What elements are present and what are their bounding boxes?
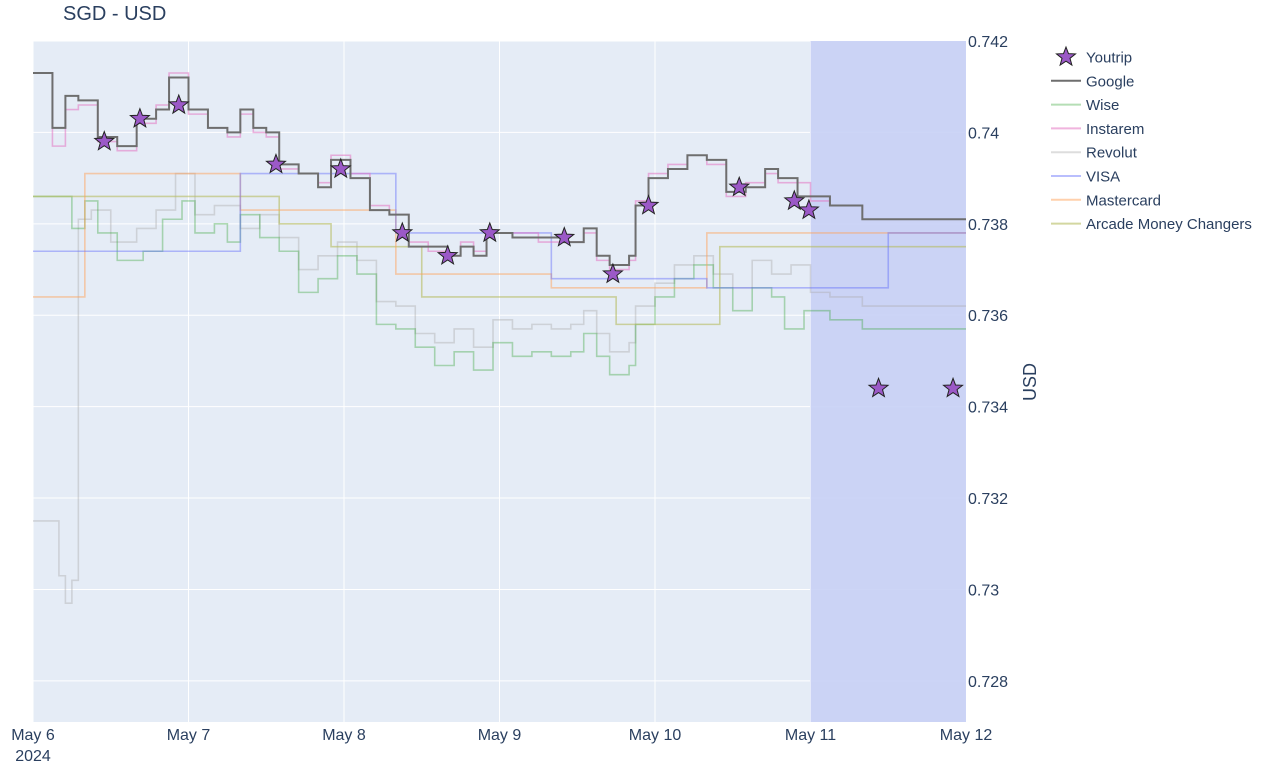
- x-tick-label: May 12: [940, 727, 993, 744]
- youtrip-star-marker: [783, 189, 806, 211]
- legend-item: Revolut: [1051, 145, 1138, 162]
- y-tick-label: 0.738: [968, 217, 1008, 234]
- youtrip-star-marker: [637, 194, 660, 215]
- youtrip-star-marker: [391, 221, 414, 243]
- series-line-revolut: [33, 172, 966, 604]
- legend-label: Youtrip: [1086, 50, 1132, 67]
- youtrip-star-marker: [329, 157, 352, 179]
- legend-label: Arcade Money Changers: [1086, 216, 1252, 233]
- y-tick-label: 0.742: [968, 34, 1008, 51]
- legend-item: Mastercard: [1051, 192, 1161, 209]
- legend-item: Youtrip: [1055, 45, 1132, 67]
- youtrip-star-marker: [93, 130, 116, 151]
- y-axis-label: USD: [1020, 363, 1040, 401]
- highlight-rect: [810, 41, 966, 722]
- x-tick-label: May 9: [478, 727, 522, 744]
- youtrip-star-marker: [798, 198, 820, 220]
- legend-item: Google: [1051, 73, 1134, 90]
- youtrip-star-marker: [942, 376, 964, 398]
- legend-label: Mastercard: [1086, 192, 1161, 209]
- series-line-wise: [33, 195, 966, 376]
- youtrip-star-marker: [602, 262, 624, 284]
- youtrip-star-marker: [265, 152, 287, 174]
- series-markers: [93, 93, 964, 398]
- x-axis: May 6 May 7 May 8 May 9 May 10 May 11 May 12 20…: [11, 727, 992, 764]
- youtrip-star-marker: [478, 221, 501, 243]
- y-tick-label: 0.74: [968, 125, 999, 142]
- series-line-arcade-money-changers: [33, 195, 966, 326]
- y-tick-label: 0.734: [968, 400, 1008, 417]
- legend-item: Wise: [1051, 97, 1119, 114]
- legend-label: Google: [1086, 73, 1134, 90]
- legend-label: VISA: [1086, 169, 1120, 186]
- chart-title: SGD - USD: [63, 3, 166, 25]
- legend: Youtrip Google Wise Instarem Revolut VISA Mast…: [1051, 45, 1252, 233]
- youtrip-star-marker: [129, 107, 151, 128]
- series-line-visa: [33, 172, 966, 289]
- legend-item: VISA: [1051, 169, 1120, 186]
- youtrip-star-marker: [436, 244, 459, 266]
- legend-star-icon: [1055, 45, 1077, 67]
- x-tick-label: May 11: [785, 727, 836, 744]
- y-tick-label: 0.728: [968, 674, 1008, 691]
- legend-item: Arcade Money Changers: [1051, 216, 1252, 233]
- x-tick-label: May 10: [629, 727, 682, 744]
- youtrip-star-marker: [167, 93, 190, 115]
- x-tick-label: May 8: [322, 727, 366, 744]
- highlight-region: [810, 41, 966, 722]
- y-tick-label: 0.73: [968, 582, 999, 599]
- y-tick-label: 0.732: [968, 491, 1008, 508]
- legend-item: Instarem: [1051, 121, 1144, 138]
- x-tick-label: May 7: [167, 727, 211, 744]
- youtrip-star-marker: [553, 226, 576, 247]
- y-tick-label: 0.736: [968, 308, 1008, 325]
- legend-label: Wise: [1086, 97, 1119, 114]
- x-tick-label: May 6: [11, 727, 55, 744]
- legend-label: Instarem: [1086, 121, 1144, 138]
- youtrip-star-marker: [728, 175, 751, 197]
- y-axis: 0.728 0.73 0.732 0.734 0.736 0.738 0.74 0.742: [968, 34, 1008, 691]
- series-line-mastercard: [33, 172, 966, 298]
- x-tick-year: 2024: [15, 748, 51, 764]
- youtrip-star-marker: [867, 376, 890, 398]
- legend-label: Revolut: [1086, 145, 1138, 162]
